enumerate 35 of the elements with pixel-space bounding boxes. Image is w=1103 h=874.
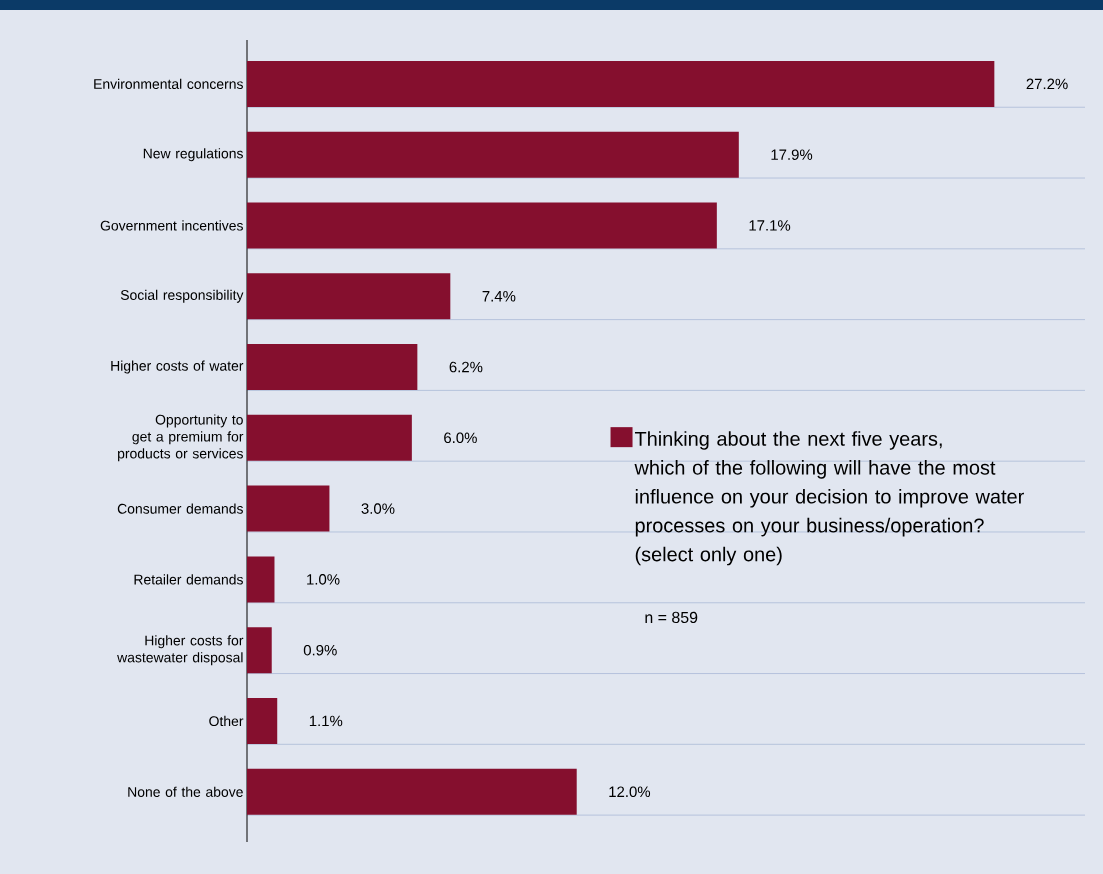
data-label: 6.0% bbox=[444, 432, 477, 444]
y-tick-label: Opportunity to get a premium for products or services bbox=[118, 414, 244, 462]
bar bbox=[247, 273, 451, 320]
annotation: n = 859 bbox=[645, 611, 698, 624]
data-label: 7.4% bbox=[482, 291, 516, 302]
data-label: 17.9% bbox=[771, 149, 813, 160]
data-label: 3.0% bbox=[361, 503, 395, 514]
y-tick-label: Higher costs of water bbox=[111, 360, 244, 374]
data-label: 1.0% bbox=[307, 574, 340, 585]
y-tick-label: Social responsibility bbox=[120, 289, 244, 303]
bar bbox=[247, 60, 995, 107]
bar bbox=[247, 202, 717, 249]
data-label: 12.0% bbox=[609, 786, 651, 798]
bar bbox=[247, 344, 418, 391]
legend-label: Thinking about the next five years, which of the following will have the most influence on your decision to improve water processes on your business/operation? (select only one) bbox=[634, 431, 1024, 566]
y-tick-label: None of the above bbox=[128, 786, 243, 797]
bar bbox=[247, 697, 278, 744]
y-tick-label: Environmental concerns bbox=[94, 78, 243, 90]
data-label: 17.1% bbox=[749, 220, 791, 231]
data-label: 1.1% bbox=[309, 715, 343, 727]
bar bbox=[247, 768, 577, 815]
data-label: 27.2% bbox=[1026, 78, 1068, 90]
y-tick-label: Other bbox=[209, 715, 244, 727]
y-tick-label: New regulations bbox=[143, 148, 243, 162]
bar bbox=[247, 485, 330, 532]
bar bbox=[247, 414, 412, 461]
data-label: 0.9% bbox=[303, 644, 337, 656]
y-tick-label: Government incentives bbox=[100, 220, 243, 231]
y-tick-label: Retailer demands bbox=[134, 574, 243, 585]
bar bbox=[247, 131, 739, 178]
y-tick-label: Consumer demands bbox=[117, 503, 243, 514]
data-label: 6.2% bbox=[449, 361, 483, 373]
y-tick-label: Higher costs for wastewater disposal bbox=[117, 635, 244, 666]
bar bbox=[247, 556, 275, 603]
bar bbox=[247, 627, 272, 674]
